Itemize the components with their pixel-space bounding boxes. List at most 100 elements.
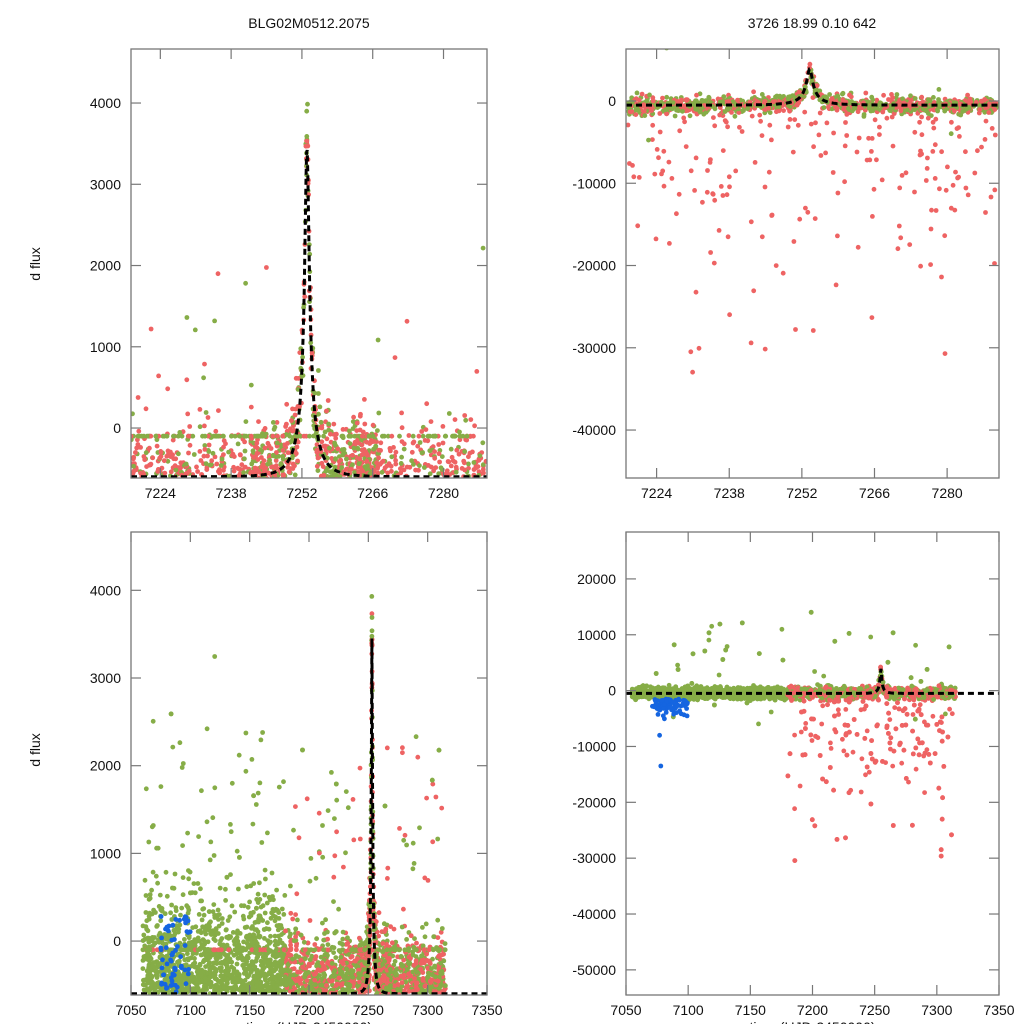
data-point-green — [141, 932, 147, 938]
data-point-red — [880, 109, 886, 115]
data-point-green — [346, 433, 352, 439]
data-point-green — [340, 451, 346, 457]
data-point-green — [701, 111, 707, 117]
data-point-green — [192, 956, 197, 961]
data-point-red — [817, 110, 823, 116]
data-point-green — [211, 853, 217, 858]
data-point-green — [362, 464, 368, 470]
data-point-green — [827, 92, 832, 97]
data-point-red — [236, 473, 242, 478]
data-point-red — [314, 463, 320, 469]
data-point-green — [665, 105, 671, 111]
data-point-red — [376, 997, 381, 1002]
data-point-green — [241, 470, 247, 475]
data-point-green — [924, 108, 929, 114]
data-point-red — [869, 315, 875, 320]
data-point-green — [275, 979, 280, 985]
data-point-green — [323, 478, 328, 483]
data-point-red — [280, 471, 286, 477]
data-point-red — [385, 997, 390, 1002]
data-point-red — [209, 458, 215, 464]
data-point-green — [257, 501, 262, 506]
data-point-green — [236, 886, 241, 892]
data-point-green — [441, 958, 447, 964]
data-point-red — [383, 997, 388, 1002]
data-point-red — [341, 487, 346, 492]
data-point-green — [316, 368, 321, 373]
data-point-red — [669, 176, 675, 181]
data-point-red — [965, 192, 971, 198]
data-point-green — [347, 441, 353, 446]
data-point-red — [341, 482, 346, 487]
data-point-green — [235, 441, 241, 447]
data-point-green — [687, 113, 693, 119]
data-point-red — [992, 261, 997, 266]
data-point-red — [652, 171, 658, 177]
data-point-green — [325, 808, 331, 813]
data-point-green — [326, 421, 331, 427]
data-point-red — [422, 438, 428, 443]
data-point-red — [831, 130, 836, 136]
data-point-green — [177, 430, 183, 435]
data-point-green — [392, 958, 398, 964]
data-point-green — [254, 433, 259, 439]
data-points — [626, 5, 999, 375]
data-point-green — [146, 839, 152, 845]
data-point-green — [350, 419, 356, 424]
data-point-green — [229, 433, 234, 439]
data-point-green — [966, 105, 972, 110]
data-point-red — [955, 175, 960, 181]
data-point-red — [472, 423, 477, 429]
data-point-red — [198, 458, 204, 463]
data-point-green — [179, 905, 185, 911]
data-point-green — [315, 468, 321, 473]
data-point-red — [201, 453, 207, 459]
data-point-red — [380, 941, 386, 946]
data-point-green — [261, 488, 266, 493]
data-point-red — [335, 446, 341, 452]
data-point-green — [373, 443, 379, 449]
data-point-red — [374, 1018, 379, 1023]
data-point-red — [286, 469, 292, 475]
data-point-red — [438, 929, 444, 935]
data-point-red — [319, 479, 324, 484]
data-point-red — [305, 940, 311, 946]
data-point-red — [292, 412, 298, 418]
data-point-red — [305, 143, 311, 149]
data-point-red — [202, 361, 207, 367]
data-point-red — [351, 494, 356, 499]
data-point-green — [255, 954, 261, 960]
data-point-green — [439, 454, 445, 459]
data-point-red — [358, 952, 364, 958]
data-point-green — [380, 433, 385, 439]
data-point-green — [278, 489, 283, 494]
data-point-red — [899, 173, 905, 178]
data-point-red — [790, 149, 796, 155]
data-point-green — [337, 474, 343, 478]
data-point-red — [178, 460, 184, 466]
data-point-green — [192, 327, 198, 333]
x-tick-label: 7266 — [357, 485, 388, 501]
data-point-green — [219, 456, 225, 462]
data-point-red — [693, 155, 699, 161]
data-point-red — [415, 443, 421, 449]
data-point-red — [168, 454, 174, 459]
data-point-red — [376, 910, 382, 916]
data-point-red — [864, 157, 870, 163]
data-point-red — [375, 470, 381, 476]
data-point-red — [657, 111, 663, 116]
data-point-red — [992, 132, 998, 138]
data-point-red — [135, 437, 140, 443]
y-tick-label: 2000 — [90, 258, 121, 274]
data-point-green — [797, 5, 802, 10]
data-point-green — [131, 463, 137, 469]
data-point-green — [636, 108, 641, 113]
data-point-green — [337, 454, 342, 459]
y-tick-label: 0 — [608, 93, 616, 109]
data-point-red — [759, 234, 765, 240]
data-point-green — [173, 905, 179, 910]
data-point-red — [359, 452, 365, 458]
data-point-red — [650, 122, 656, 128]
data-point-red — [407, 464, 413, 470]
data-point-red — [329, 485, 334, 490]
